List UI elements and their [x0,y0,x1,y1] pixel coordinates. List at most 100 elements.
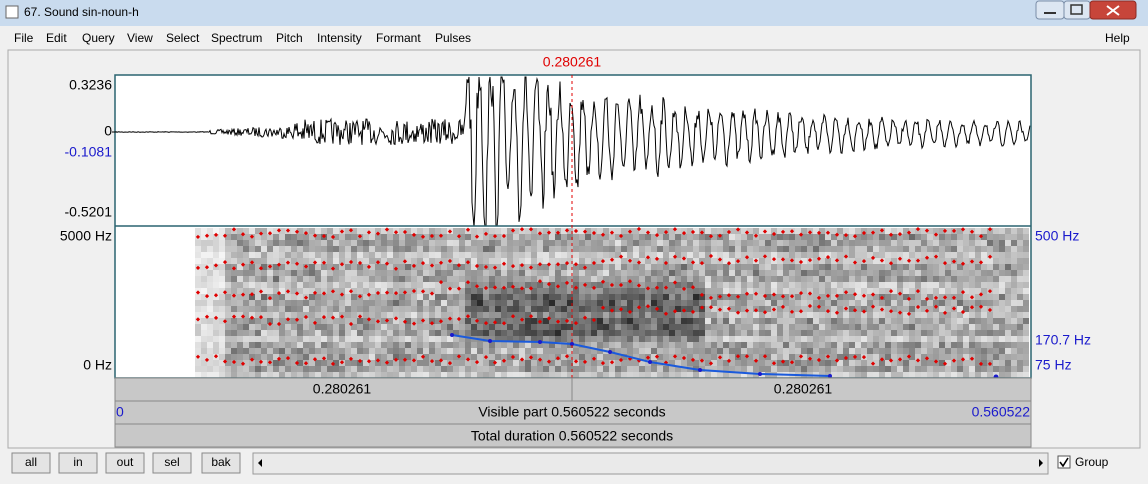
spectrogram-cell [387,234,393,240]
spectrogram-cell [195,294,201,300]
menu-item[interactable]: Spectrum [211,31,262,45]
spectrogram-cell [963,336,969,342]
formant-dot [438,233,444,238]
spectrogram-cell [903,348,909,354]
spectrogram-cell [669,336,675,342]
spectrogram-cell [567,342,573,348]
spectrogram-cell [303,228,309,234]
spectrogram-cell [507,300,513,306]
spectrogram-cell [441,360,447,366]
menu-item[interactable]: File [14,31,34,45]
zoom-button[interactable] [105,452,145,474]
spectrogram-cell [681,294,687,300]
menu-item[interactable]: Query [82,31,115,45]
spectrogram-cell [783,354,789,360]
spectrogram-cell [1005,282,1011,288]
spectrogram-cell [297,282,303,288]
spectrogram-cell [507,264,513,270]
menu-item[interactable]: Formant [376,31,421,45]
spectrogram-cell [807,366,813,372]
spectrogram-cell [477,372,483,378]
spectrogram-cell [891,240,897,246]
menu-item[interactable]: View [127,31,153,45]
spectrogram-cell [831,336,837,342]
spectrogram-cell [789,252,795,258]
spectrogram-cell [621,234,627,240]
spectrogram-cell [939,372,945,378]
spectrogram-cell [963,240,969,246]
menu-item[interactable]: Select [166,31,200,45]
spectrogram-cell [477,252,483,258]
formant-dot [609,230,615,235]
spectrogram-cell [945,348,951,354]
spectrogram-cell [423,342,429,348]
spectrogram-cell [549,234,555,240]
spectrogram-cell [495,300,501,306]
zoom-button[interactable] [58,452,98,474]
spectrogram-cell [339,282,345,288]
spectrogram-cell [1017,372,1023,378]
spectrogram-cell [309,264,315,270]
scrollbar[interactable] [252,452,1049,475]
spectrogram-cell [303,252,309,258]
spectrogram-cell [543,312,549,318]
spectrogram-cell [723,312,729,318]
spectrogram-cell [327,264,333,270]
spectrogram-cell [915,324,921,330]
spectrogram-cell [441,288,447,294]
spectrogram-cell [225,294,231,300]
spectrogram-cell [1011,228,1017,234]
zoom-button[interactable] [11,452,51,474]
spectrogram-cell [927,306,933,312]
minimize-button[interactable] [1035,0,1065,20]
spectrogram-cell [237,300,243,306]
spectrogram-cell [291,252,297,258]
scroll-right-arrow[interactable] [1039,459,1043,467]
spectrogram-cell [837,252,843,258]
menu-item[interactable]: Pulses [435,31,471,45]
zoom-button[interactable] [152,452,192,474]
total-bar[interactable] [114,423,1032,448]
spectrogram-cell [717,288,723,294]
spectrogram-cell [279,264,285,270]
maximize-button[interactable] [1063,0,1091,20]
spectrogram-cell [849,318,855,324]
spectrogram-cell [225,372,231,378]
menu-item[interactable]: Help [1105,31,1130,45]
spectrogram-cell [633,318,639,324]
spectrogram-cell [441,300,447,306]
spectrogram-cell [867,240,873,246]
spectrogram-cell [375,366,381,372]
spectrogram-cell [267,348,273,354]
spectrogram-cell [807,312,813,318]
spectrogram-cell [225,252,231,258]
spectrogram-cell [615,360,621,366]
spectrogram-cell [549,318,555,324]
spectrogram-cell [1017,330,1023,336]
spectrogram-cell [951,234,957,240]
spectrogram-cell [999,348,1005,354]
spectrogram-cell [291,360,297,366]
spectrogram-cell [993,348,999,354]
spectrogram-cell [549,306,555,312]
spectrogram-cell [465,276,471,282]
spectrogram-cell [543,360,549,366]
menu-item[interactable]: Edit [46,31,67,45]
spectrogram-cell [441,354,447,360]
group-checkbox[interactable] [1057,455,1071,469]
spectrogram-cell [723,288,729,294]
spectrogram-cell [219,312,225,318]
spectrogram-cell [297,294,303,300]
zoom-button[interactable] [201,452,241,474]
menu-item[interactable]: Pitch [276,31,303,45]
spectrogram-cell [657,252,663,258]
spectrogram-cell [417,228,423,234]
menu-item[interactable]: Intensity [317,31,362,45]
spectrogram-cell [723,270,729,276]
spectrogram-cell [957,372,963,378]
formant-dot [321,356,327,361]
spectrogram-cell [567,288,573,294]
spectrogram-cell [297,246,303,252]
scroll-left-arrow[interactable] [258,459,262,467]
spectrogram-cell [243,366,249,372]
